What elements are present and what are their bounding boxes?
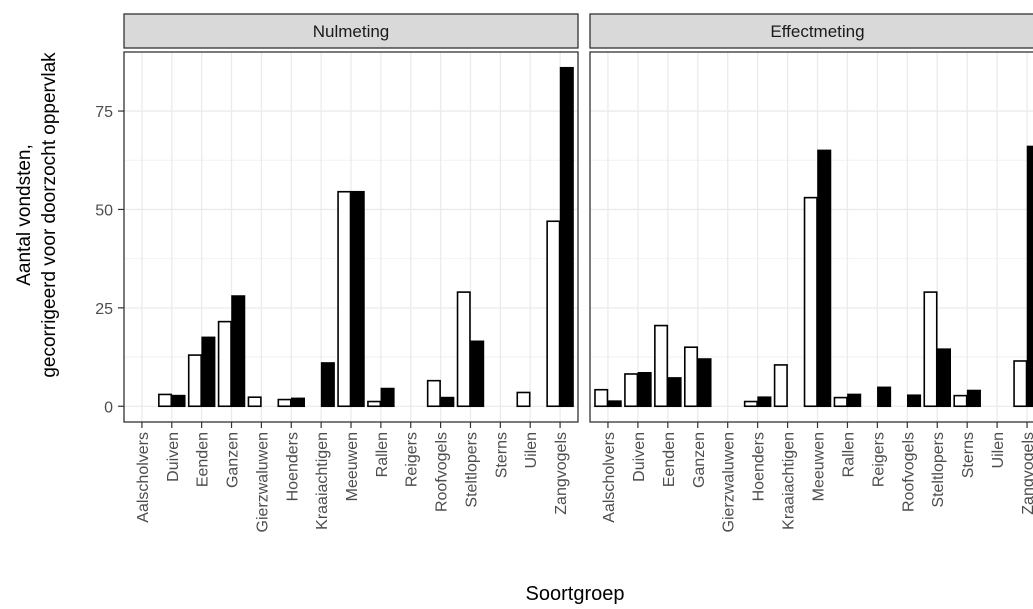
bar-steltlopers-s1 (456, 291, 471, 408)
bar-hoenders-s2 (757, 396, 772, 408)
x-tick-label: Hoenders (284, 432, 301, 501)
bar-gierzwaluwen-s1 (247, 396, 262, 408)
x-tick-label: Eenden (661, 432, 678, 487)
x-tick-label: Eenden (195, 432, 212, 487)
x-tick-label: Aalscholvers (135, 432, 152, 523)
bar-meeuwen-s2 (350, 190, 365, 408)
bar-aalscholvers-s1 (594, 388, 609, 408)
bar-eenden-s1 (187, 354, 202, 408)
bar-roofvogels-s1 (426, 379, 441, 408)
x-tick-label: Ganzen (225, 432, 242, 488)
x-tick-label: Rallen (374, 432, 391, 477)
bar-ganzen-s2 (231, 295, 246, 408)
bar-kraaiachtigen-s2 (320, 362, 335, 408)
x-axis-title: Soortgroep (526, 583, 625, 605)
bar-roofvogels-s2 (907, 394, 922, 408)
bar-kraaiachtigen-s1 (773, 364, 788, 408)
bar-ganzen-s1 (217, 320, 232, 408)
x-tick-label: Sterns (960, 432, 977, 478)
x-tick-label: Kraaiachtigen (781, 432, 798, 530)
bar-meeuwen-s1 (337, 190, 352, 408)
bar-ganzen-s1 (683, 346, 699, 408)
x-tick-label: Ganzen (691, 432, 708, 488)
x-tick-label: Meeuwen (344, 432, 361, 501)
y-axis: 0 25 50 75 (95, 104, 124, 416)
bar-reigers-s2 (877, 386, 892, 408)
x-tick-label: Meeuwen (811, 432, 828, 501)
bar-steltlopers-s2 (936, 348, 952, 408)
bar-meeuwen-s2 (817, 149, 832, 408)
bar-eenden-s2 (667, 377, 682, 408)
bar-roofvogels-s2 (440, 396, 455, 408)
x-tick-label: Roofvogels (434, 432, 451, 512)
x-tick-label: Duiven (631, 432, 648, 482)
bar-rallen-s1 (367, 400, 382, 408)
x-tick-label: Reigers (870, 432, 887, 487)
bar-meeuwen-s1 (803, 196, 818, 408)
x-tick-label: Steltlopers (930, 432, 947, 508)
chart-panels: Nulmeting Aalscholvers Duiven Eenden Ganzen G… (123, 13, 1033, 532)
bar-aalscholvers-s2 (607, 400, 622, 408)
x-tick-label: Uilen (990, 432, 1007, 468)
y-tick-label: 25 (95, 301, 113, 318)
bar-sterns-s1 (953, 394, 968, 408)
x-tick-label: Duiven (165, 432, 182, 482)
bar-duiven-s2 (171, 394, 186, 408)
bar-eenden-s2 (201, 336, 216, 408)
bar-ganzen-s2 (697, 358, 712, 408)
bar-duiven-s2 (637, 371, 652, 408)
panel-strip (589, 13, 1033, 49)
x-tick-label: Rallen (840, 432, 857, 477)
panel-nulmeting: Nulmeting Aalscholvers Duiven Eenden Ganzen G… (123, 13, 579, 532)
bar-zangvogels-s2 (559, 66, 574, 408)
bar-zangvogels-s1 (546, 220, 561, 408)
x-tick-label: Steltlopers (463, 432, 480, 508)
bar-rallen-s2 (847, 393, 862, 408)
panel-effectmeting: Effectmeting Aalscholvers Duiven Eenden Ganz… (589, 13, 1033, 532)
bar-hoenders-s1 (277, 398, 292, 408)
y-tick-label: 75 (95, 104, 113, 121)
y-axis-title: Aantal vondsten, gecorrigeerd voor doorz… (14, 52, 60, 378)
x-tick-label: Kraaiachtigen (314, 432, 331, 530)
x-tick-label: Gierzwaluwen (254, 432, 271, 532)
x-tick-label: Zangvogels (1020, 432, 1033, 515)
bar-rallen-s1 (833, 396, 848, 408)
y-axis-title-line-1: Aantal vondsten, (14, 144, 35, 286)
x-tick-label: Reigers (404, 432, 421, 487)
panel-strip (123, 13, 579, 49)
x-tick-label: Roofvogels (900, 432, 917, 512)
bar-sterns-s2 (966, 389, 981, 408)
bar-duiven-s1 (158, 393, 173, 408)
bar-rallen-s2 (380, 387, 395, 408)
bar-hoenders-s1 (743, 400, 758, 408)
x-tick-label: Uilen (523, 432, 540, 468)
y-tick-label: 0 (104, 399, 113, 416)
x-tick-label: Sterns (493, 432, 510, 478)
bar-eenden-s1 (654, 324, 669, 408)
panel-title: Effectmeting (770, 22, 864, 41)
panel-title: Nulmeting (313, 22, 390, 41)
bar-hoenders-s2 (290, 397, 306, 408)
x-tick-label: Hoenders (751, 432, 768, 501)
bar-steltlopers-s2 (470, 340, 485, 408)
y-tick-label: 50 (95, 202, 113, 219)
y-axis-title-line-2: gecorrigeerd voor doorzocht oppervlak (39, 52, 60, 378)
bar-steltlopers-s1 (923, 291, 938, 408)
bar-uilen-s1 (516, 391, 531, 408)
bar-zangvogels-s1 (1013, 360, 1028, 408)
x-tick-label: Aalscholvers (601, 432, 618, 523)
bar-zangvogels-s2 (1026, 145, 1033, 408)
bar-duiven-s1 (624, 373, 639, 408)
x-tick-label: Gierzwaluwen (721, 432, 738, 532)
x-tick-label: Zangvogels (553, 432, 570, 515)
